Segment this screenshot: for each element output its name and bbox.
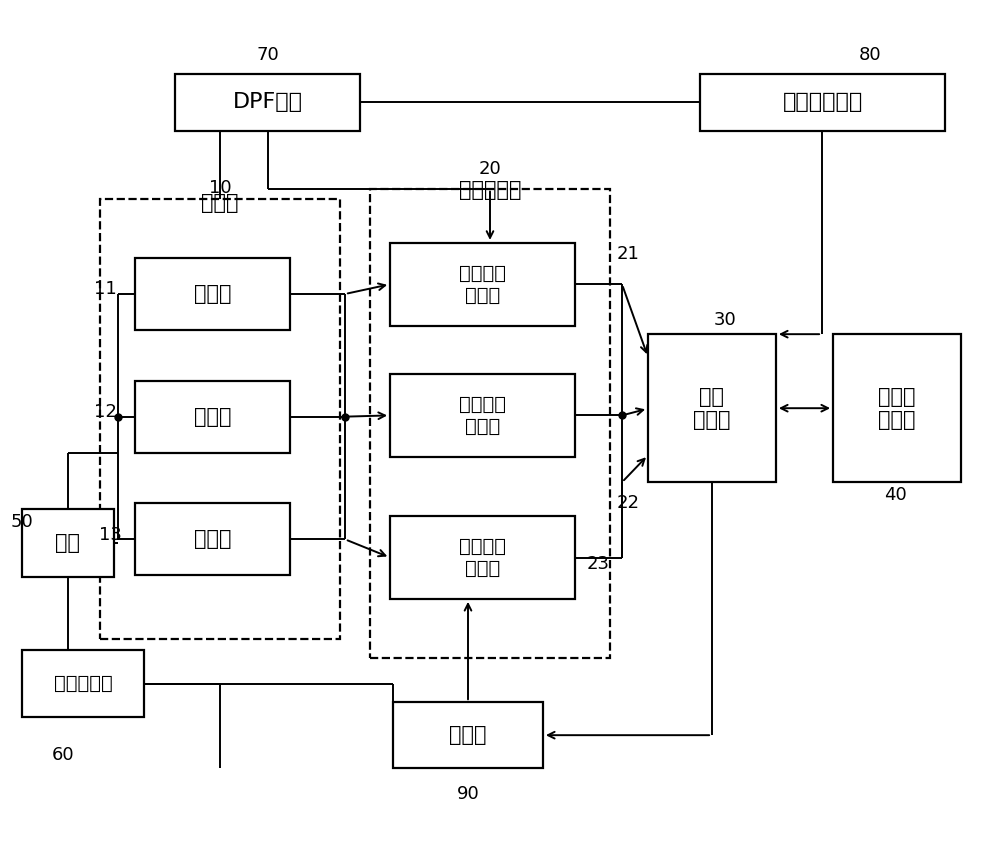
Bar (370, 189, 610, 658)
Text: 行驶动作
判断部: 行驶动作 判断部 (459, 395, 506, 436)
Bar (100, 199, 340, 639)
Text: 80: 80 (859, 46, 881, 64)
Text: 本体部: 本体部 (194, 530, 231, 549)
Text: 自动怎速开关: 自动怎速开关 (782, 92, 863, 113)
Bar (175, 74, 360, 131)
Text: 40: 40 (884, 486, 906, 504)
Text: 50: 50 (11, 513, 33, 531)
Text: 70: 70 (257, 46, 279, 64)
Text: 30: 30 (714, 310, 736, 329)
Text: 动作部: 动作部 (201, 193, 239, 213)
Text: 油筱: 油筱 (56, 533, 80, 553)
Bar (700, 74, 945, 131)
Text: 10: 10 (209, 179, 231, 197)
Text: 动作判断部: 动作判断部 (459, 180, 521, 201)
Text: 车辆
控制部: 车辆 控制部 (693, 387, 731, 430)
Bar (135, 381, 290, 453)
Text: DPF开关: DPF开关 (232, 92, 302, 113)
Text: 作业动作
判断部: 作业动作 判断部 (459, 264, 506, 305)
Bar (22, 650, 144, 717)
Bar (393, 702, 543, 768)
Bar (390, 516, 575, 599)
Bar (390, 374, 575, 457)
Text: 21: 21 (617, 244, 639, 263)
Text: 作业部: 作业部 (194, 284, 231, 304)
Text: 12: 12 (94, 403, 116, 421)
Text: 13: 13 (99, 525, 121, 544)
Text: 11: 11 (94, 280, 116, 299)
Bar (390, 243, 575, 326)
Text: 22: 22 (616, 494, 640, 513)
Bar (135, 503, 290, 575)
Bar (135, 258, 290, 330)
Bar (833, 334, 961, 482)
Text: 23: 23 (586, 555, 610, 574)
Bar (648, 334, 776, 482)
Bar (22, 509, 114, 577)
Text: 60: 60 (52, 745, 74, 764)
Text: 发动机
控制部: 发动机 控制部 (878, 387, 916, 430)
Text: 仪表盘: 仪表盘 (449, 725, 487, 745)
Text: 旋回动作
判断部: 旋回动作 判断部 (459, 537, 506, 578)
Text: 行驶部: 行驶部 (194, 407, 231, 426)
Text: 20: 20 (479, 160, 501, 179)
Text: 温度传感器: 温度传感器 (54, 674, 112, 693)
Text: 90: 90 (457, 784, 479, 803)
